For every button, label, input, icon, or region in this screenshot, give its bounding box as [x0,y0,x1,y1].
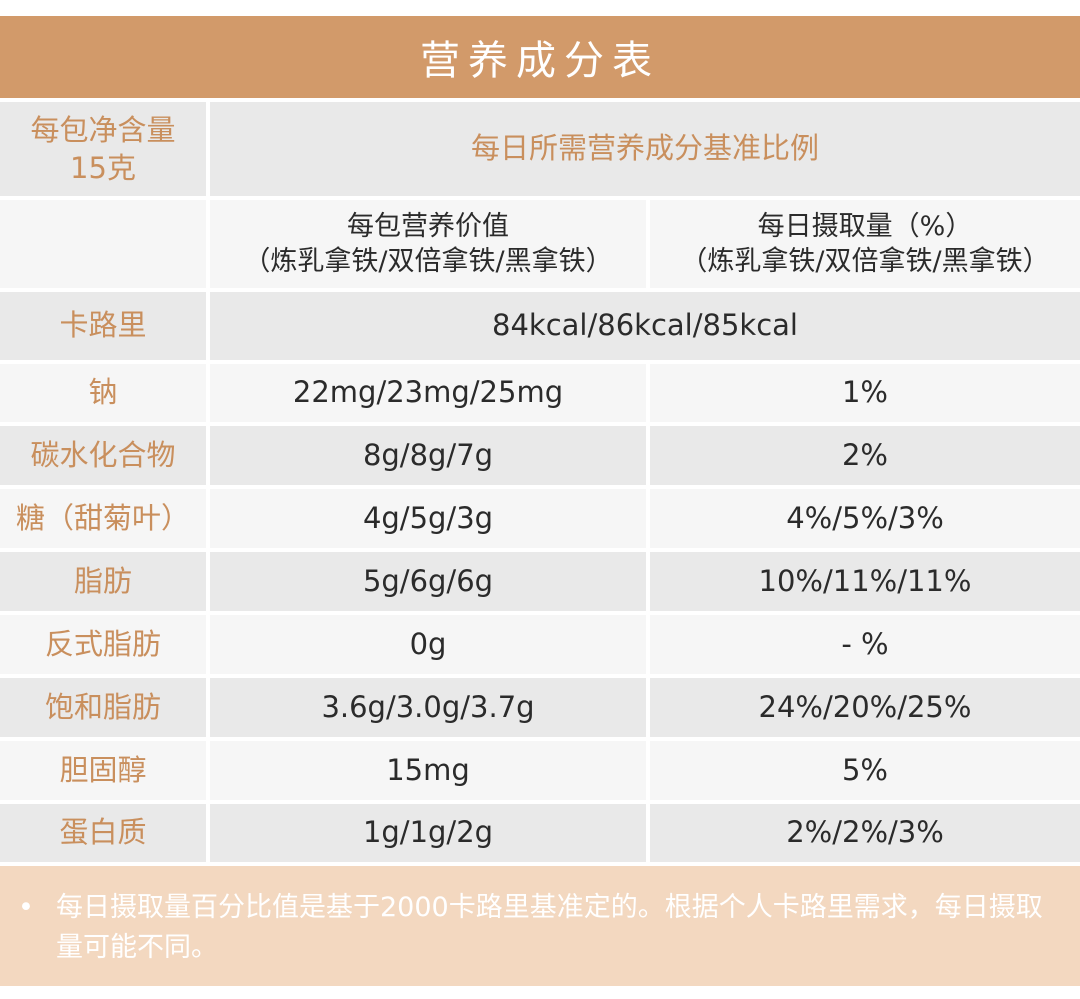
net-content-label: 每包净含量 [30,113,176,147]
nutrient-label: 蛋白质 [0,804,206,862]
footnote-text: 每日摄取量百分比值是基于2000卡路里基准定的。根据个人卡路里需求，每日摄取量可… [56,892,1043,963]
per-pack-value: 22mg/23mg/25mg [210,364,646,422]
daily-value: 5% [650,741,1080,800]
per-pack-value: 5g/6g/6g [210,552,646,611]
nutrient-label: 胆固醇 [0,741,206,800]
net-content-cell: 每包净含量 15克 [0,102,206,196]
net-content-value: 15克 [70,151,136,185]
daily-value: 2%/2%/3% [650,804,1080,862]
nutrient-label: 糖（甜菊叶） [0,489,206,548]
daily-value: 4%/5%/3% [650,489,1080,548]
daily-value: - % [650,615,1080,674]
nutrient-label: 碳水化合物 [0,426,206,485]
daily-value: 2% [650,426,1080,485]
per-pack-value: 15mg [210,741,646,800]
bullet-icon: • [18,892,34,923]
footnote: • 每日摄取量百分比值是基于2000卡路里基准定的。根据个人卡路里需求，每日摄取… [0,866,1080,986]
daily-intake-header-subtitle: （炼乳拿铁/双倍拿铁/黑拿铁） [680,246,1050,277]
per-pack-value: 1g/1g/2g [210,804,646,862]
nutrient-label: 反式脂肪 [0,615,206,674]
daily-intake-header: 每日摄取量（%） （炼乳拿铁/双倍拿铁/黑拿铁） [650,200,1080,288]
nutrient-label: 饱和脂肪 [0,678,206,737]
nutrient-label: 钠 [0,364,206,422]
per-pack-header-title: 每包营养价值 [347,210,509,242]
per-pack-header-subtitle: （炼乳拿铁/双倍拿铁/黑拿铁） [243,246,613,277]
calories-value: 84kcal/86kcal/85kcal [210,292,1080,360]
per-pack-value: 8g/8g/7g [210,426,646,485]
daily-reference-header: 每日所需营养成分基准比例 [210,102,1080,196]
per-pack-value: 3.6g/3.0g/3.7g [210,678,646,737]
daily-value: 10%/11%/11% [650,552,1080,611]
per-pack-value: 0g [210,615,646,674]
per-pack-value: 4g/5g/3g [210,489,646,548]
daily-intake-header-title: 每日摄取量（%） [757,210,973,242]
nutrient-label: 脂肪 [0,552,206,611]
blank-header-cell [0,200,206,288]
daily-value: 24%/20%/25% [650,678,1080,737]
per-pack-header: 每包营养价值 （炼乳拿铁/双倍拿铁/黑拿铁） [210,200,646,288]
calories-label: 卡路里 [0,292,206,360]
daily-value: 1% [650,364,1080,422]
table-title: 营养成分表 [0,16,1080,98]
